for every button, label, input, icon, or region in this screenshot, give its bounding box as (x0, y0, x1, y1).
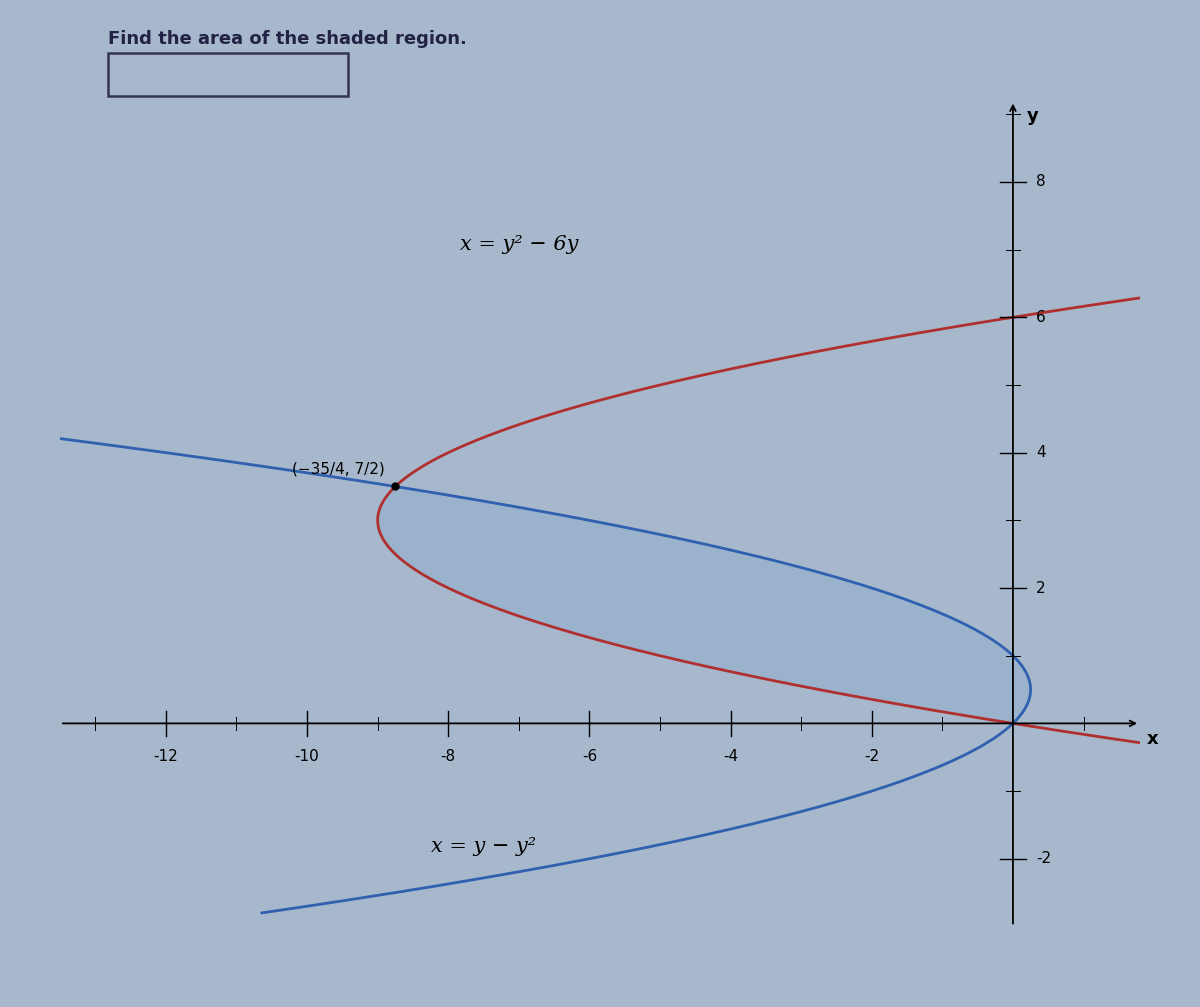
Text: y: y (1027, 108, 1039, 126)
Text: x = y − y²: x = y − y² (431, 837, 536, 856)
Text: -8: -8 (440, 749, 456, 764)
Text: -10: -10 (295, 749, 319, 764)
Text: -12: -12 (154, 749, 179, 764)
Text: -2: -2 (864, 749, 880, 764)
Text: 6: 6 (1037, 310, 1046, 325)
Text: 8: 8 (1037, 174, 1046, 189)
Text: Find the area of the shaded region.: Find the area of the shaded region. (108, 30, 467, 48)
Text: 2: 2 (1037, 580, 1046, 595)
Text: x: x (1147, 730, 1159, 748)
Text: -4: -4 (724, 749, 738, 764)
Text: -6: -6 (582, 749, 598, 764)
Text: x = y² − 6y: x = y² − 6y (460, 235, 578, 254)
Text: (−35/4, 7/2): (−35/4, 7/2) (292, 461, 385, 476)
Text: -2: -2 (1037, 851, 1051, 866)
Text: 4: 4 (1037, 445, 1046, 460)
